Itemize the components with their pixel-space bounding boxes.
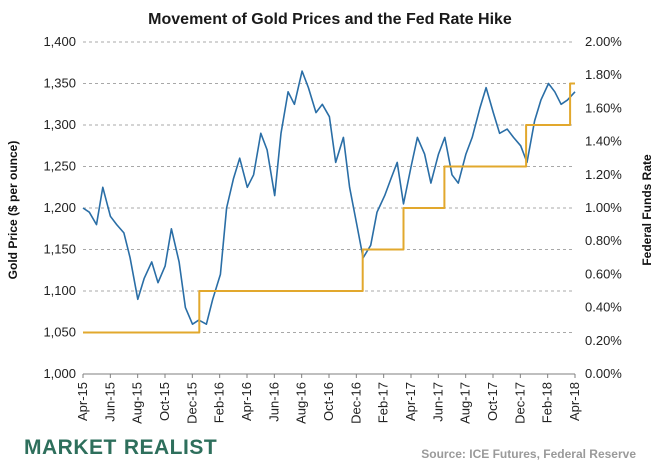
y-tick-right: 0.40% xyxy=(585,300,622,315)
y-tick-left: 1,050 xyxy=(43,325,76,340)
y-tick-left: 1,100 xyxy=(43,283,76,298)
brand-word-1: MARKET xyxy=(24,436,117,459)
y-tick-left: 1,400 xyxy=(43,34,76,49)
grid-lines xyxy=(83,41,575,333)
y-tick-left: 1,150 xyxy=(43,242,76,257)
x-tick: Jun-17 xyxy=(430,382,445,422)
y-tick-left: 1,300 xyxy=(43,117,76,132)
y-tick-right: 1.40% xyxy=(585,134,622,149)
x-tick: Jun-16 xyxy=(266,382,281,422)
x-tick: Aug-16 xyxy=(294,382,309,424)
gold-price-line xyxy=(82,70,576,325)
y-tick-right: 1.60% xyxy=(585,100,622,115)
x-tick: Feb-16 xyxy=(212,382,227,423)
x-tick: Apr-16 xyxy=(239,382,254,421)
x-axis: Apr-15 Jun-15 Aug-15 Oct-15 Dec-15 Feb-16 Apr-… xyxy=(75,373,582,424)
x-tick: Feb-18 xyxy=(540,382,555,423)
x-tick: Aug-15 xyxy=(130,382,145,424)
x-tick: Apr-15 xyxy=(75,382,90,421)
y-tick-left: 1,250 xyxy=(43,159,76,174)
y-tick-right: 1.20% xyxy=(585,167,622,182)
chart-title: Movement of Gold Prices and the Fed Rate… xyxy=(148,11,512,28)
x-tick: Dec-17 xyxy=(512,382,527,424)
x-tick: Aug-17 xyxy=(458,382,473,424)
y-tick-right: 0.00% xyxy=(585,366,622,381)
x-tick: Feb-17 xyxy=(376,382,391,423)
brand-logo: MARKET REALIST xyxy=(24,436,217,460)
y-axis-left-label: Gold Price ($ per ounce) xyxy=(6,141,20,280)
series-layer xyxy=(82,70,576,334)
y-tick-left: 1,350 xyxy=(43,76,76,91)
fed-rate-line xyxy=(83,82,575,334)
x-tick: Oct-15 xyxy=(157,382,172,421)
y-tick-right: 0.80% xyxy=(585,233,622,248)
y-tick-right: 1.80% xyxy=(585,67,622,82)
y-tick-right: 1.00% xyxy=(585,200,622,215)
x-tick: Apr-17 xyxy=(403,382,418,421)
source-note: Source: ICE Futures, Federal Reserve xyxy=(421,447,636,461)
x-tick: Apr-18 xyxy=(567,382,582,421)
x-tick: Jun-15 xyxy=(102,382,117,422)
x-tick: Dec-16 xyxy=(348,382,363,424)
brand-word-2: REALIST xyxy=(123,436,218,459)
y-tick-right: 2.00% xyxy=(585,34,622,49)
y-tick-left: 1,000 xyxy=(43,366,76,381)
y-tick-right: 0.20% xyxy=(585,333,622,348)
y-tick-left: 1,200 xyxy=(43,200,76,215)
y-axis-right: 0.00% 0.20% 0.40% 0.60% 0.80% 1.00% 1.20% 1.40%… xyxy=(585,34,622,381)
x-tick: Oct-17 xyxy=(485,382,500,421)
x-tick: Oct-16 xyxy=(321,382,336,421)
y-axis-left: 1,000 1,050 1,100 1,150 1,200 1,250 1,300 1,350… xyxy=(43,34,76,381)
y-axis-right-label: Federal Funds Rate xyxy=(640,154,654,266)
y-tick-right: 0.60% xyxy=(585,266,622,281)
x-tick: Dec-15 xyxy=(184,382,199,424)
